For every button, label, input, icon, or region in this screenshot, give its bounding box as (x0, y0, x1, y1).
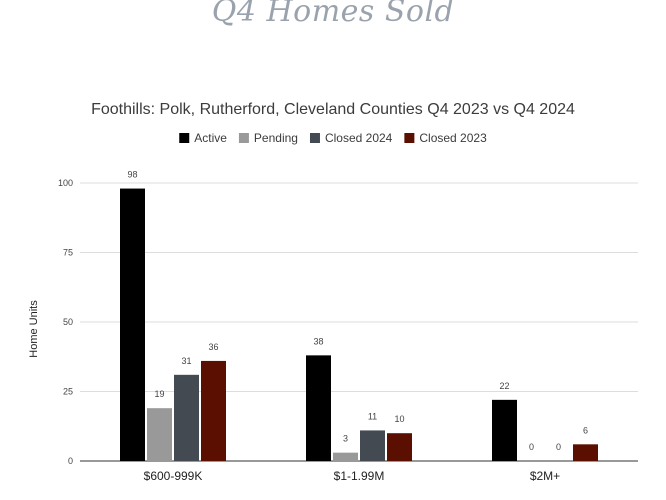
data-labels: 98 19 31 36 38 3 11 10 22 0 0 6 (127, 170, 588, 452)
data-label-pending-1-1-99m: 3 (343, 434, 348, 444)
legend-swatch-pending (238, 133, 249, 143)
y-tick-label: 75 (63, 248, 73, 258)
bar-closed-2023-600-999k (201, 360, 226, 461)
y-tick-label: 0 (68, 456, 73, 466)
legend-swatch-closed-2023 (404, 133, 415, 143)
bar-series (120, 188, 598, 461)
y-tick-label: 100 (58, 178, 73, 188)
legend-swatch-closed-2024 (309, 133, 320, 143)
legend-swatch-active (179, 133, 190, 143)
data-label-closed-2023-1-1-99m: 10 (394, 414, 404, 424)
chart-title: Foothills: Polk, Rutherford, Cleveland C… (91, 101, 575, 118)
x-tick-label: $2M+ (530, 469, 560, 483)
gridlines (80, 182, 638, 462)
legend-label-closed-2024: Closed 2024 (325, 131, 393, 145)
legend-label-pending: Pending (254, 131, 298, 145)
y-axis-ticks: 0 25 50 75 100 (58, 178, 73, 466)
data-label-active-600-999k: 98 (127, 170, 137, 180)
bar-closed-2023-1-1-99m (387, 433, 412, 461)
x-axis-ticks: $600-999K $1-1.99M $2M+ (144, 469, 561, 483)
data-label-closed-2024-1-1-99m: 11 (368, 411, 377, 421)
data-label-closed-2023-2m: 6 (583, 425, 588, 435)
data-label-closed-2024-600-999k: 31 (181, 356, 191, 366)
data-label-active-1-1-99m: 38 (313, 336, 323, 346)
bar-pending-1-1-99m (333, 452, 358, 461)
legend-label-closed-2023: Closed 2023 (419, 131, 487, 145)
page-heading: Q4 Homes Sold (211, 0, 455, 29)
bar-pending-600-999k (147, 408, 172, 461)
y-tick-label: 25 (63, 387, 73, 397)
bar-active-1-1-99m (306, 355, 331, 461)
y-tick-label: 50 (63, 317, 73, 327)
bar-active-600-999k (120, 188, 145, 461)
y-axis-label: Home Units (28, 300, 40, 358)
bar-closed-2023-2m (573, 444, 598, 461)
x-tick-label: $1-1.99M (334, 469, 385, 483)
legend-label-active: Active (194, 131, 227, 145)
data-label-pending-2m: 0 (529, 442, 534, 452)
bar-closed-2024-600-999k (174, 374, 199, 461)
data-label-closed-2023-600-999k: 36 (208, 342, 218, 352)
data-label-active-2m: 22 (499, 381, 509, 391)
bar-closed-2024-1-1-99m (360, 430, 385, 461)
x-tick-label: $600-999K (144, 469, 203, 483)
data-label-closed-2024-2m: 0 (556, 442, 561, 452)
chart-legend: Active Pending Closed 2024 Closed 2023 (179, 131, 487, 145)
bar-active-2m (492, 399, 517, 461)
data-label-pending-600-999k: 19 (154, 389, 164, 399)
